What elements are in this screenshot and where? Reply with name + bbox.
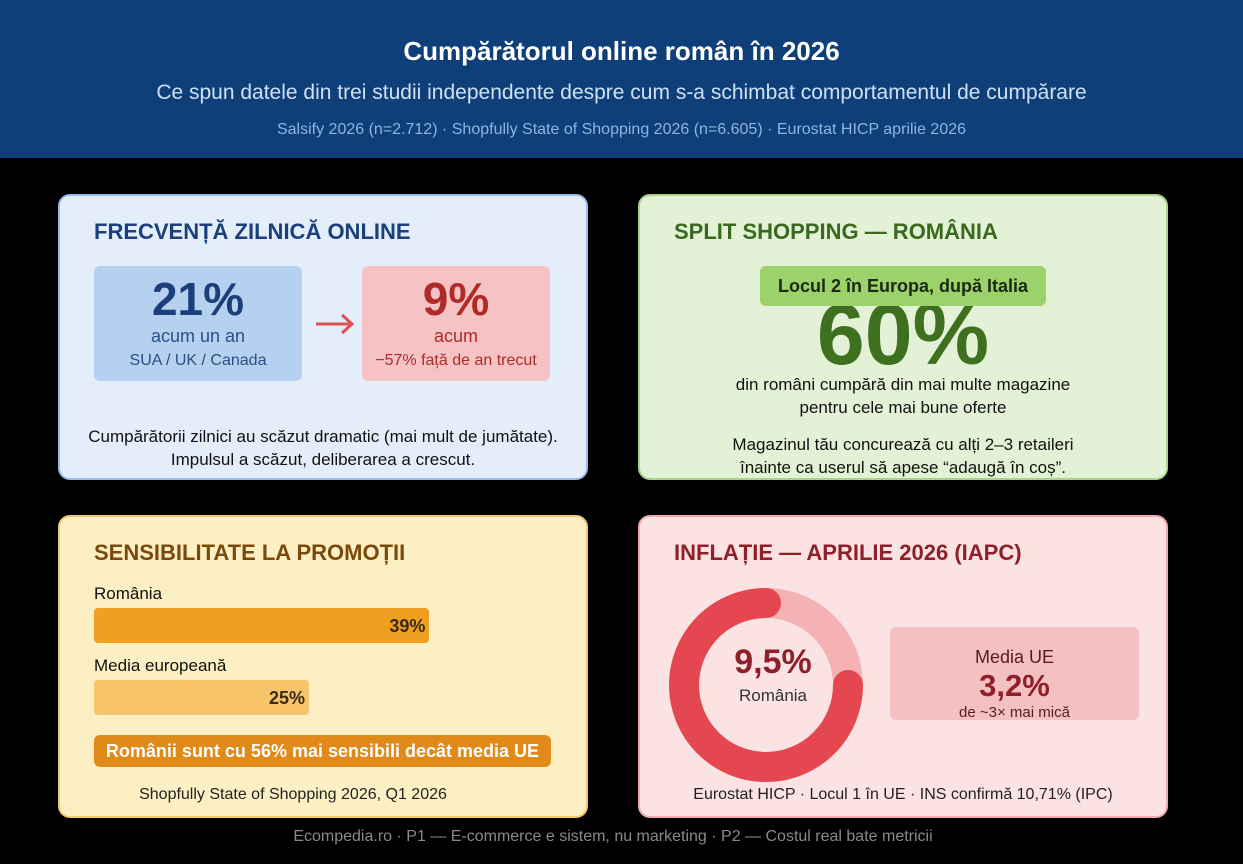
card-title: FRECVENȚĂ ZILNICĂ ONLINE: [94, 219, 411, 244]
footer: Ecompedia.ro · P1 — E-commerce e sistem,…: [293, 828, 933, 845]
stat-box: 21% acum un an SUA / UK / Canada: [94, 266, 302, 381]
bar-label: Media europeană: [94, 656, 227, 675]
stat: 21%: [151, 273, 245, 325]
card-title: INFLAȚIE — APRILIE 2026 (IAPC): [674, 540, 1022, 565]
text: Cumpărătorii zilnici au scăzut dramatic …: [58, 425, 588, 471]
stat-note: SUA / UK / Canada: [129, 352, 267, 369]
bar-value: 39%: [389, 616, 426, 636]
subtitle: Ce spun datele din trei studii independe…: [156, 81, 1087, 104]
donut-hole: [700, 619, 832, 751]
source: Eurostat HICP · Locul 1 în UE · INS conf…: [693, 786, 1113, 803]
donut: [669, 588, 863, 782]
callout: Românii sunt cu 56% mai sensibili decât …: [94, 735, 551, 767]
text: din români cumpără din mai multe magazin…: [638, 373, 1168, 419]
text-line: Cumpărătorii zilnici au scăzut dramatic …: [88, 427, 558, 446]
bar-label: România: [94, 584, 163, 603]
note: Magazinul tău concurează cu alți 2–3 ret…: [638, 433, 1168, 479]
bar: [94, 608, 430, 643]
stat: 9,5%: [734, 643, 812, 681]
stat-box: 9% acum −57% față de an trecut: [362, 266, 550, 381]
card: [58, 515, 588, 818]
bar-value: 25%: [269, 688, 306, 708]
stat: 9%: [422, 273, 490, 325]
bar: [94, 680, 309, 715]
stat-label: acum un an: [150, 326, 246, 346]
source: Shopfully State of Shopping 2026, Q1 202…: [139, 786, 447, 803]
stat-note: de ~3× mai mică: [959, 704, 1070, 721]
stat-label: România: [738, 686, 808, 705]
header: [0, 0, 1243, 158]
stat: 3,2%: [979, 668, 1050, 703]
stat-label: acum: [433, 326, 478, 346]
stat-box: Media UE 3,2% de ~3× mai mică: [890, 627, 1139, 721]
title: Cumpărătorul online român în 2026: [403, 36, 840, 66]
stat-label: Media UE: [974, 647, 1055, 667]
text-line: din români cumpără din mai multe magazin…: [735, 375, 1071, 394]
text-line: pentru cele mai bune oferte: [799, 398, 1007, 417]
donut-arc: [669, 588, 863, 782]
text-line: Impulsul a scăzut, deliberarea a crescut…: [170, 450, 476, 469]
arrow: [316, 313, 355, 335]
text-line: înainte ca userul să apese “adaugă în co…: [739, 458, 1067, 477]
card: [638, 194, 1168, 480]
sources: Salsify 2026 (n=2.712) · Shopfully State…: [276, 121, 967, 138]
stat-note: −57% față de an trecut: [375, 352, 537, 369]
card-title: SENSIBILITATE LA PROMOȚII: [94, 540, 406, 565]
card-title: SPLIT SHOPPING — ROMÂNIA: [674, 219, 998, 244]
text-line: Magazinul tău concurează cu alți 2–3 ret…: [732, 435, 1074, 454]
badge: Locul 2 în Europa, după Italia: [760, 266, 1046, 306]
